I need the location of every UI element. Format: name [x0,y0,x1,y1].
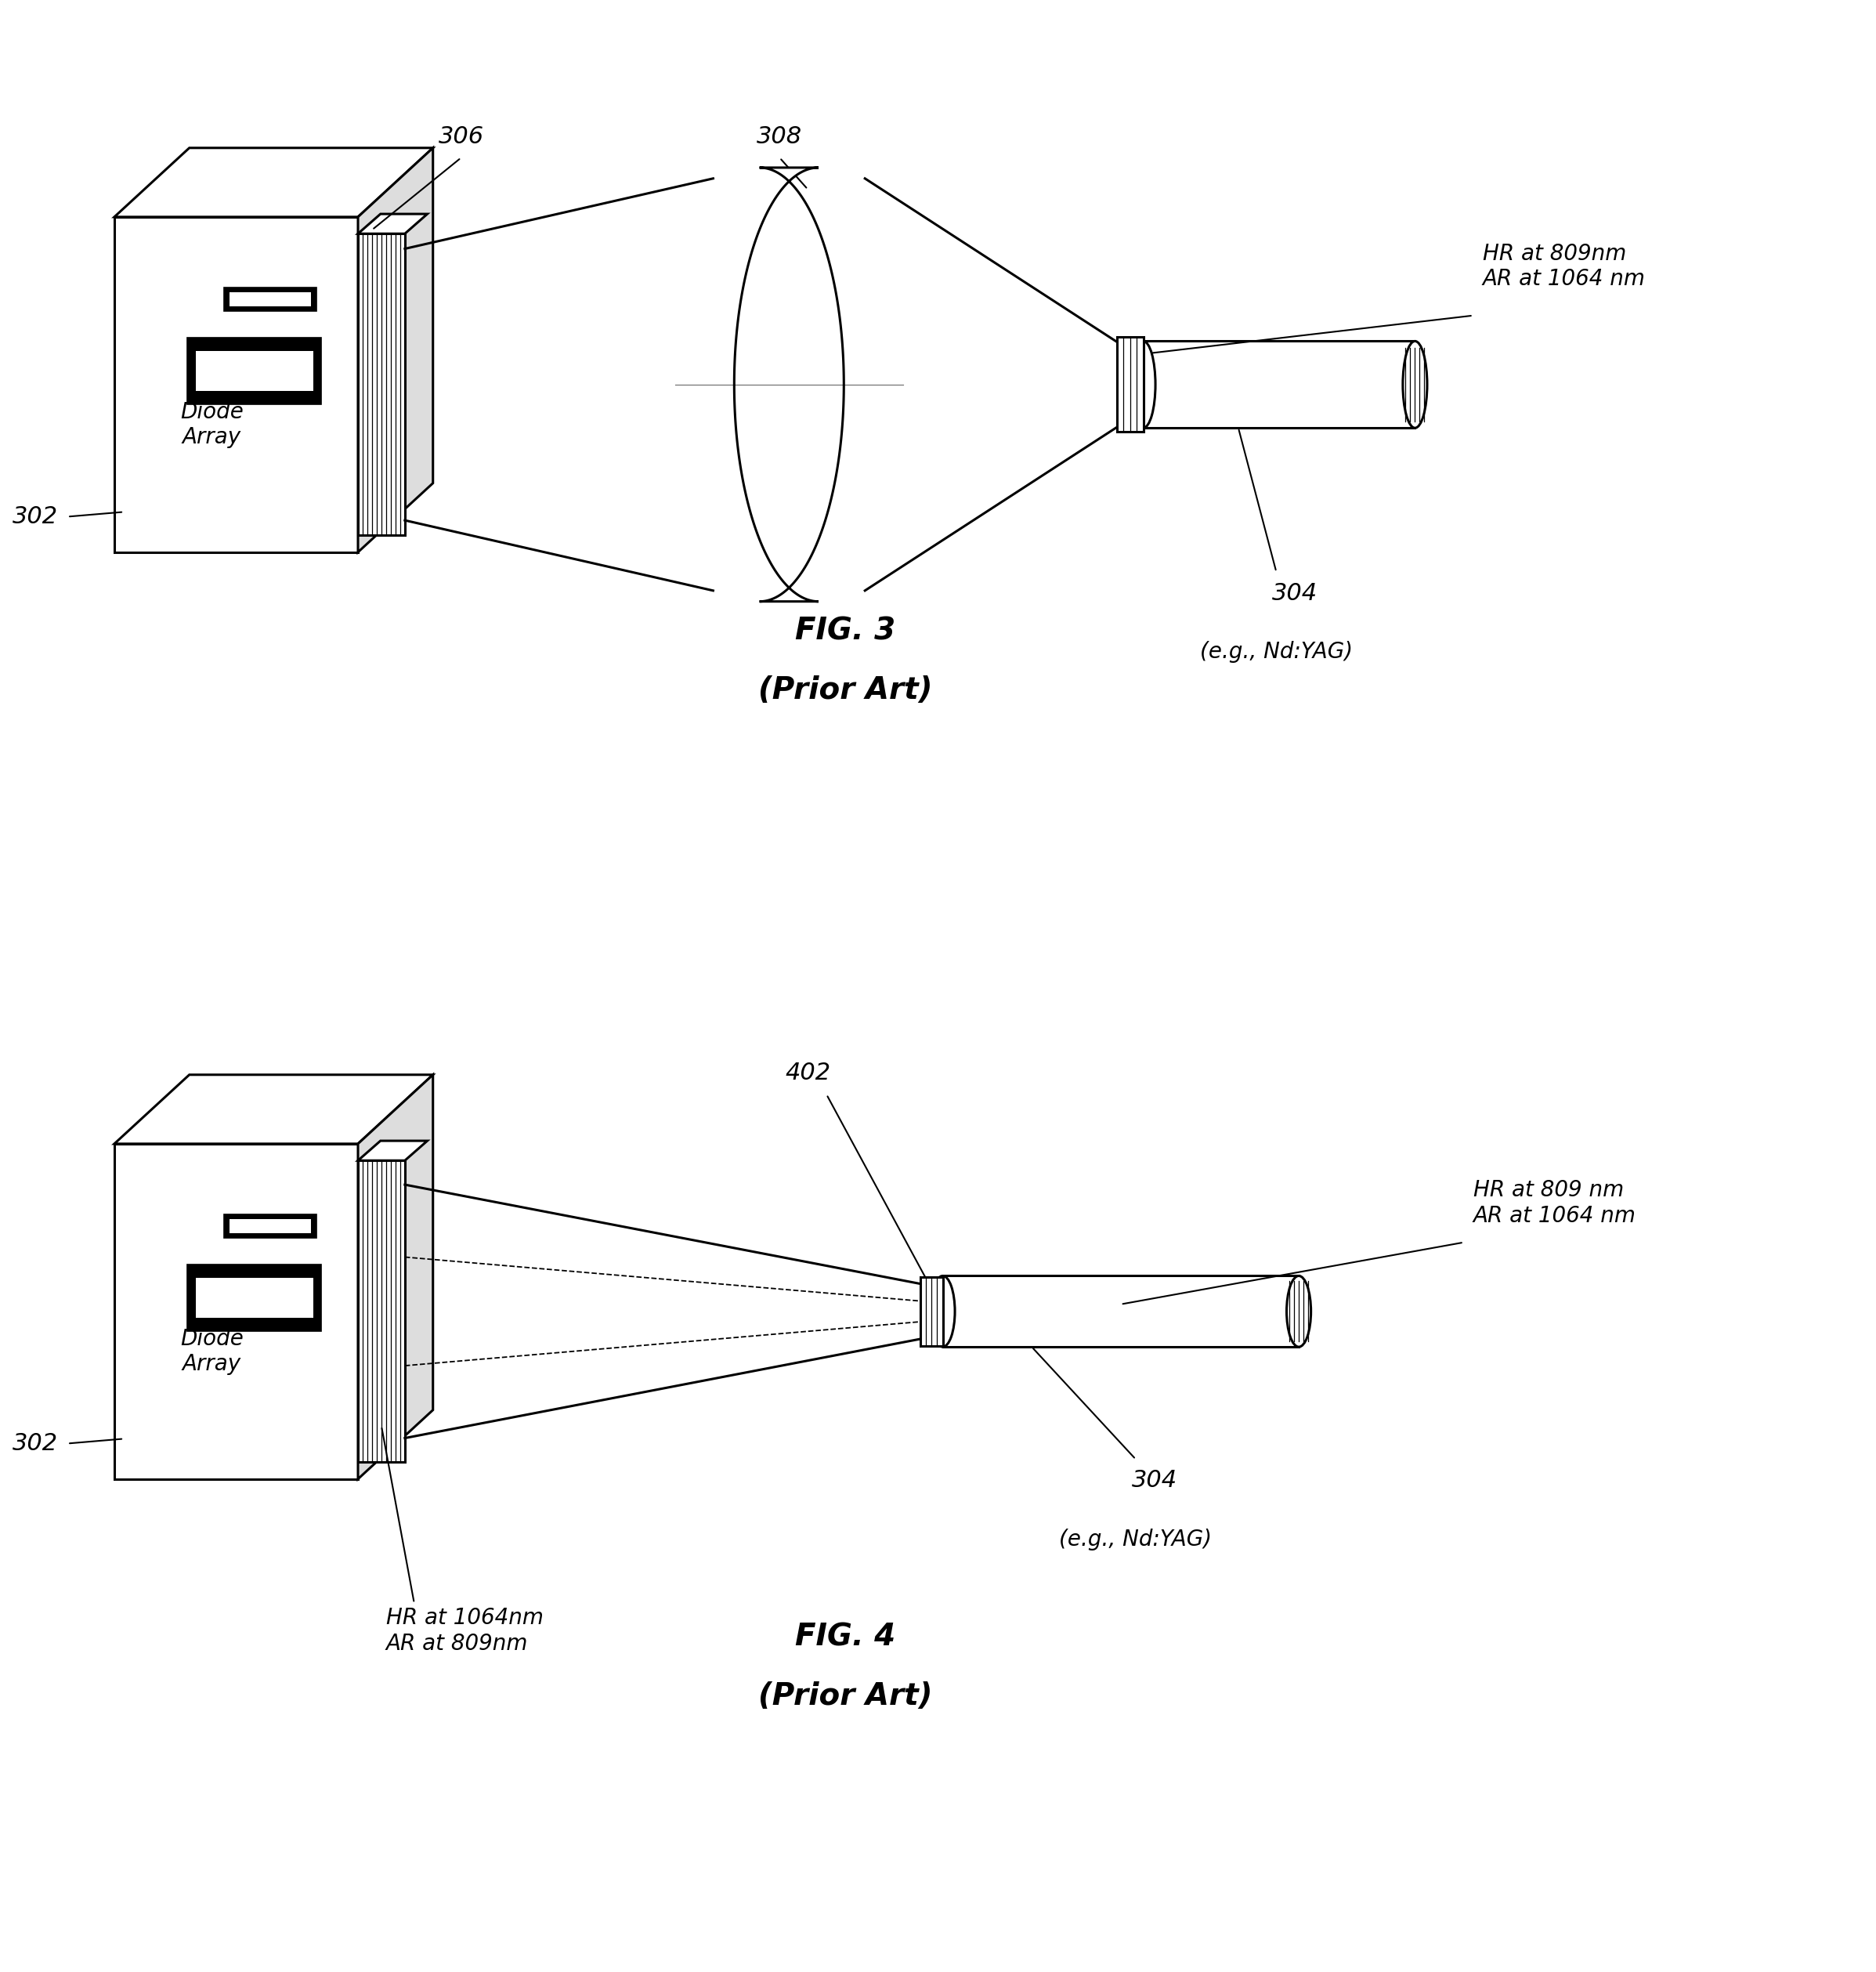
Text: 402: 402 [784,1061,831,1085]
Polygon shape [195,351,313,390]
Polygon shape [188,1264,321,1331]
Text: Diode
Array: Diode Array [180,1327,244,1374]
Polygon shape [358,1075,433,1479]
Ellipse shape [1131,341,1156,428]
Polygon shape [114,217,358,552]
Text: (Prior Art): (Prior Art) [758,1680,932,1712]
Text: 302: 302 [13,1432,58,1455]
Polygon shape [188,337,321,404]
Text: FIG. 4: FIG. 4 [795,1621,895,1653]
Polygon shape [114,1075,433,1144]
Polygon shape [358,235,405,536]
Polygon shape [229,1219,311,1232]
Text: 302: 302 [13,505,58,528]
Text: 304: 304 [1131,1469,1178,1493]
Text: HR at 1064nm
AR at 809nm: HR at 1064nm AR at 809nm [386,1607,544,1655]
Ellipse shape [1287,1276,1311,1347]
Text: (Prior Art): (Prior Art) [758,674,932,706]
Text: 306: 306 [439,124,484,148]
Polygon shape [358,1140,428,1160]
Polygon shape [229,292,311,306]
Ellipse shape [930,1276,955,1347]
Polygon shape [734,168,844,601]
Polygon shape [358,1160,405,1463]
Text: HR at 809 nm
AR at 1064 nm: HR at 809 nm AR at 1064 nm [1473,1179,1636,1227]
Text: (e.g., Nd:YAG): (e.g., Nd:YAG) [1201,641,1353,663]
Polygon shape [114,148,433,217]
Ellipse shape [1403,341,1428,428]
Text: FIG. 3: FIG. 3 [795,615,895,647]
Polygon shape [1116,337,1142,432]
Polygon shape [921,1278,944,1345]
Text: HR at 809nm
AR at 1064 nm: HR at 809nm AR at 1064 nm [1482,243,1645,290]
Text: Diode
Array: Diode Array [180,400,244,448]
Polygon shape [358,215,428,235]
Polygon shape [195,1278,313,1317]
Text: (e.g., Nd:YAG): (e.g., Nd:YAG) [1060,1528,1212,1550]
Polygon shape [223,288,317,312]
Polygon shape [358,148,433,552]
Text: 308: 308 [756,124,803,148]
Polygon shape [114,1144,358,1479]
Polygon shape [223,1215,317,1238]
Text: 304: 304 [1272,582,1317,605]
